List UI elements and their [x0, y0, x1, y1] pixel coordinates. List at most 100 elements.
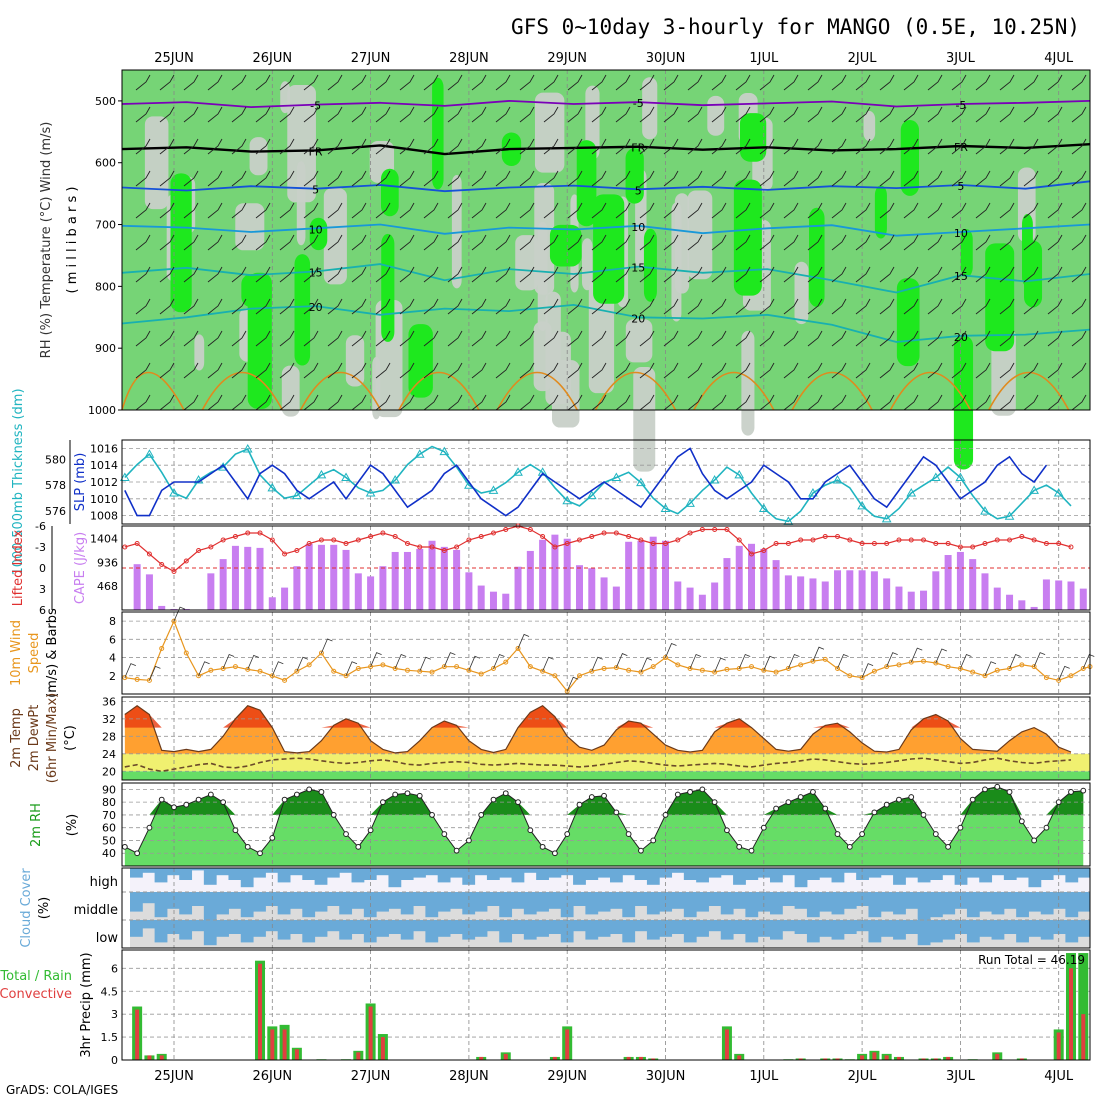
rh-high-area — [124, 786, 1084, 815]
lifted-index-point — [540, 534, 546, 539]
wind-barb — [231, 362, 247, 379]
wind-barb — [999, 298, 1015, 315]
lifted-index-point — [466, 537, 472, 543]
wind-speed-point — [368, 664, 374, 670]
rh-point — [121, 843, 128, 850]
rh-point — [748, 847, 755, 854]
cloud-bar — [819, 920, 833, 937]
wind-barb — [207, 266, 223, 283]
wind-barb — [711, 138, 727, 155]
rh-point — [711, 799, 718, 806]
slp-tick-label: 1014 — [90, 459, 118, 472]
wind-barb — [735, 138, 751, 155]
lifted-index-line — [124, 525, 1072, 573]
wind-barb — [231, 234, 247, 251]
cloud-unit-label: (%) — [37, 897, 52, 920]
precip-conv-bar — [651, 1058, 656, 1060]
cloud-bar — [733, 920, 746, 934]
wind-label: 10m Wind — [9, 620, 24, 686]
cloud-bar — [437, 868, 451, 883]
wind-barb — [735, 298, 751, 315]
cape-bar — [674, 581, 682, 610]
cloud-bar — [486, 920, 500, 932]
cape-tick-label: 936 — [97, 556, 118, 569]
wind-barb — [903, 202, 919, 219]
cloud-bar — [1028, 868, 1042, 888]
lifted-index-point — [761, 548, 767, 553]
thickness-marker — [758, 503, 769, 512]
cloud-bar — [216, 892, 229, 915]
wind-barb — [351, 106, 367, 123]
wind-barb — [975, 74, 991, 91]
cloud-bar — [326, 920, 340, 932]
cloud-bar — [954, 920, 968, 934]
wind-barb — [951, 330, 967, 347]
wind-barb — [447, 234, 463, 251]
wind-barb — [255, 202, 271, 219]
wind-speed-point — [699, 667, 705, 673]
cloud-bar — [351, 868, 365, 883]
cloud-bar — [573, 868, 586, 885]
pressure-tick-label: 700 — [95, 219, 116, 232]
wind-barb — [639, 202, 655, 219]
cloud-bar — [290, 892, 303, 909]
precip-tick-label: 0 — [111, 1054, 118, 1067]
wind-barb — [735, 266, 751, 283]
cape-bar — [1018, 600, 1026, 610]
run-total-label: Run Total = 46.19 — [978, 953, 1085, 967]
wind-barb — [207, 170, 223, 187]
lifted-index-point — [392, 534, 398, 539]
lifted-index-point — [613, 530, 619, 536]
rh-point — [908, 794, 915, 800]
wind-barb — [663, 394, 679, 411]
cloud-bar — [511, 920, 525, 934]
wind-speed-point — [957, 665, 963, 671]
lifted-index-point — [417, 544, 423, 550]
rh-moist-patch — [549, 224, 582, 267]
cape-bar — [1042, 579, 1050, 610]
wind-speed-point — [331, 668, 337, 674]
wind-barb — [495, 106, 511, 123]
wind-barb — [567, 394, 583, 411]
cloud-bar — [1003, 892, 1017, 909]
cloud-bar — [671, 892, 685, 909]
cloud-bar — [203, 892, 217, 920]
temp-tick-label: 36 — [102, 695, 116, 708]
wind-barb — [687, 330, 703, 347]
wind-speed-point — [208, 667, 214, 673]
rh-point — [932, 831, 939, 837]
wind-speed-point — [1080, 665, 1086, 671]
wind-speed-point — [933, 660, 939, 666]
cloud-bar — [745, 920, 759, 943]
wind-barb — [207, 234, 223, 251]
cloud-bar — [954, 868, 968, 885]
cloud-bar — [1065, 892, 1079, 918]
thickness-marker — [980, 506, 990, 515]
cloud-bar — [1003, 920, 1017, 934]
hot-contour — [201, 371, 284, 411]
rh-moist-patch — [809, 207, 825, 307]
wind-barb — [711, 170, 727, 187]
wind-barb — [255, 234, 271, 251]
cape-bar — [784, 575, 792, 610]
surface-wind-barb — [960, 653, 972, 669]
cloud-bar — [696, 868, 709, 883]
wind-barb — [759, 298, 775, 315]
cloud-bar — [1053, 920, 1066, 934]
wind-barb — [615, 138, 631, 155]
wind-barb — [831, 298, 847, 315]
wind-barb — [711, 394, 727, 411]
wind-barb — [303, 74, 319, 91]
thickness-tick-label: 576 — [45, 505, 66, 518]
wind-barb — [999, 170, 1015, 187]
cape-bar — [993, 587, 1001, 610]
lifted-index-point — [921, 537, 927, 543]
surface-wind-barb — [321, 638, 333, 654]
wind-speed-point — [921, 658, 927, 664]
precip-conv-bar — [159, 1055, 164, 1060]
wind-barb — [567, 170, 583, 187]
wind-barb — [591, 234, 607, 251]
wind-barb — [495, 74, 511, 91]
cloud-bar — [646, 868, 660, 885]
wind-barb — [1023, 74, 1039, 91]
